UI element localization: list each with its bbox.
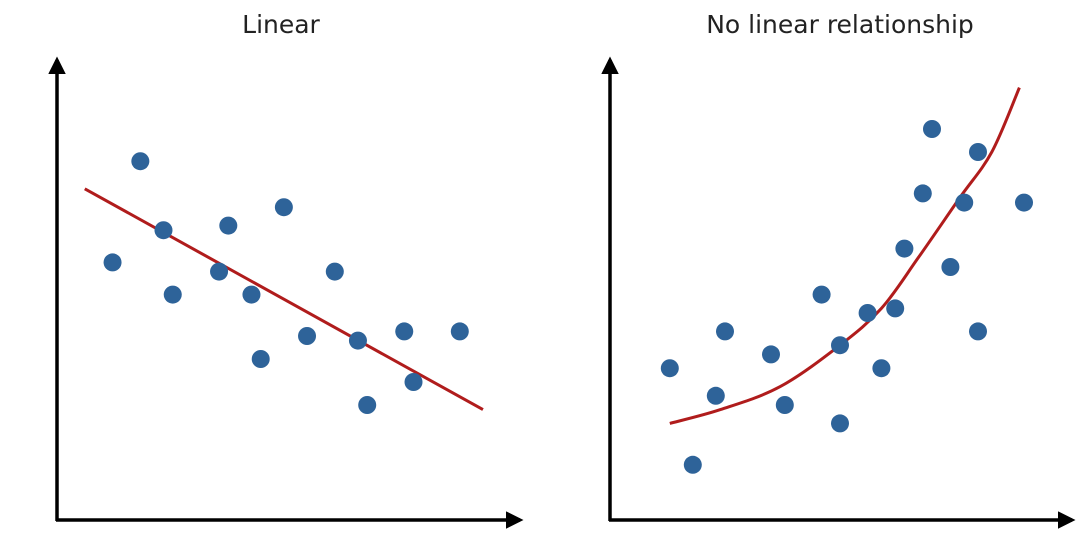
point <box>395 322 414 341</box>
point <box>404 373 423 391</box>
point <box>923 120 941 138</box>
point <box>775 396 794 414</box>
trend-line <box>84 187 484 411</box>
point <box>872 359 891 378</box>
point <box>358 396 377 414</box>
point <box>716 322 734 341</box>
point <box>154 221 173 240</box>
point <box>242 285 261 304</box>
point <box>762 345 780 364</box>
point <box>251 350 270 368</box>
point <box>348 331 367 350</box>
point <box>831 336 849 355</box>
point <box>210 262 229 281</box>
point <box>812 285 831 304</box>
point <box>325 262 344 281</box>
point <box>274 198 293 217</box>
point <box>969 143 987 161</box>
chart-title: Linear <box>242 10 320 39</box>
point <box>969 322 987 341</box>
point <box>683 455 702 474</box>
point <box>831 414 849 433</box>
point <box>913 184 932 203</box>
axes-right <box>601 56 1076 529</box>
point <box>858 304 877 322</box>
point <box>955 193 974 212</box>
point <box>1015 193 1033 212</box>
point <box>941 258 960 276</box>
point <box>706 386 725 405</box>
point <box>131 152 150 171</box>
point <box>450 322 469 341</box>
point <box>298 327 317 345</box>
chart-title: No linear relationship <box>706 10 974 39</box>
point <box>660 359 679 378</box>
trend-line <box>669 87 1021 425</box>
axes-left <box>48 56 524 529</box>
point <box>886 299 905 318</box>
point <box>895 239 914 258</box>
point <box>219 216 238 235</box>
point <box>163 285 182 304</box>
point <box>103 253 122 272</box>
